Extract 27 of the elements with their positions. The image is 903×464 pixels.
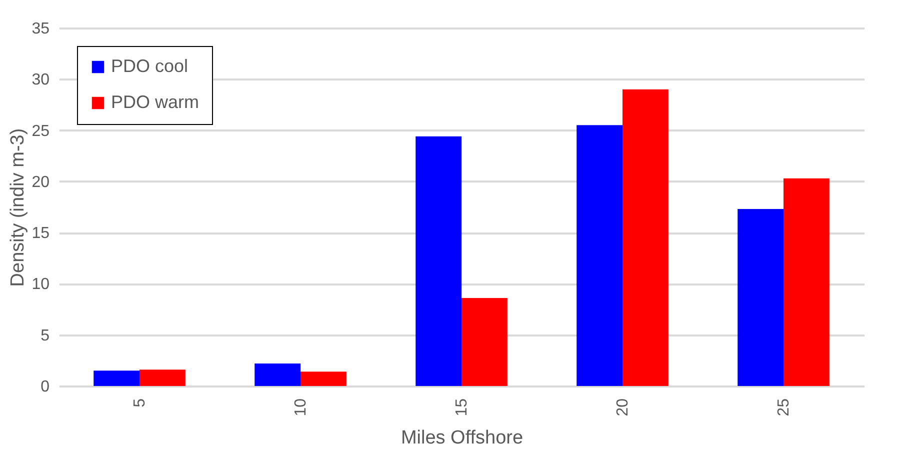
x-tick-label: 20 bbox=[614, 398, 632, 416]
legend-label: PDO warm bbox=[111, 92, 200, 112]
x-tick-label: 15 bbox=[454, 398, 470, 416]
y-tick-label: 0 bbox=[40, 378, 50, 396]
bar bbox=[140, 370, 186, 386]
x-tick-label: 10 bbox=[292, 398, 310, 416]
bar bbox=[416, 136, 462, 386]
x-tick-label: 25 bbox=[776, 398, 792, 416]
y-tick-label: 25 bbox=[32, 122, 50, 140]
legend-label: PDO cool bbox=[111, 56, 188, 76]
bar bbox=[622, 89, 668, 386]
y-tick-label: 35 bbox=[32, 20, 50, 38]
y-tick-label: 10 bbox=[32, 276, 50, 294]
bar bbox=[94, 370, 140, 386]
x-tick-label: 5 bbox=[132, 398, 148, 408]
y-axis-title: Density (indiv m-3) bbox=[8, 128, 29, 287]
bar bbox=[738, 209, 784, 386]
x-axis-title: Miles Offshore bbox=[400, 427, 524, 448]
y-tick-label: 20 bbox=[32, 174, 50, 191]
bar bbox=[462, 298, 508, 386]
bar bbox=[576, 125, 622, 386]
y-tick-label: 5 bbox=[40, 327, 50, 344]
bar bbox=[254, 363, 300, 386]
bar bbox=[784, 178, 830, 386]
bar bbox=[300, 372, 346, 386]
y-tick-label: 15 bbox=[32, 225, 50, 242]
y-tick-label: 30 bbox=[32, 72, 50, 89]
